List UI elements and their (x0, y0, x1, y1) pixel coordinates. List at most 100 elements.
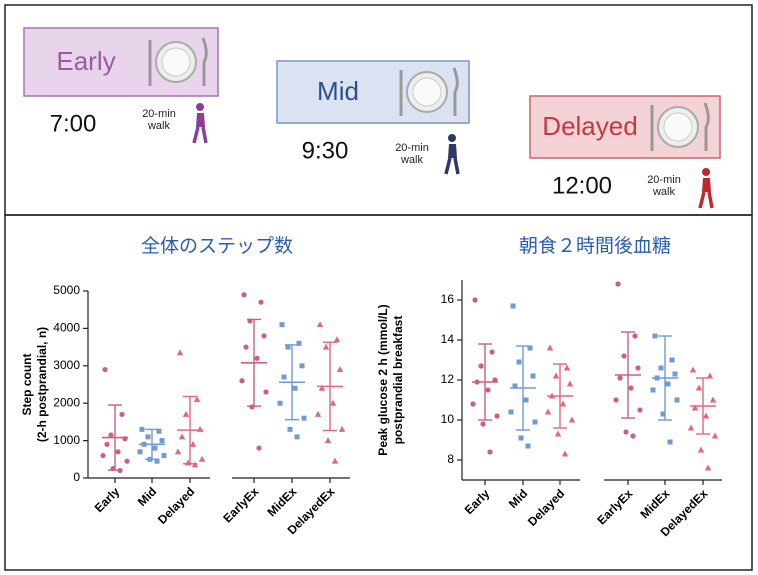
data-point (632, 333, 638, 339)
y-axis-label-line: (2-h postprandial, n) (35, 327, 49, 442)
data-point (637, 407, 643, 413)
data-point (152, 445, 158, 451)
data-point (139, 426, 145, 432)
walker-body (448, 144, 457, 158)
walker-legs (192, 126, 208, 144)
data-point (137, 449, 143, 455)
data-point (480, 421, 486, 427)
data-point (669, 357, 675, 363)
data-point (294, 434, 300, 440)
bottom-panel (4, 214, 753, 571)
chart-title: 朝食２時間後血糖 (519, 235, 671, 257)
data-point (695, 384, 703, 391)
meal-time: 7:00 (50, 110, 97, 137)
y-tick-label: 3000 (53, 358, 80, 372)
x-tick-label: Mid (135, 484, 160, 509)
y-tick-label: 14 (441, 332, 455, 346)
data-point (691, 404, 699, 411)
meal-time: 9:30 (302, 137, 349, 164)
data-point (563, 364, 571, 371)
knife (452, 67, 459, 116)
data-point (263, 389, 269, 395)
data-point (124, 458, 130, 464)
data-point (635, 365, 641, 371)
data-point (331, 457, 339, 464)
data-point (478, 363, 484, 369)
meal-time: 12:00 (552, 172, 612, 199)
data-point (665, 381, 671, 387)
x-tick-label: Early (462, 486, 493, 517)
y-axis-label-line: postprandial breakfast (391, 316, 405, 445)
y-tick-label: 8 (447, 452, 454, 466)
meal-label: Mid (317, 76, 359, 106)
x-tick-label: Early (92, 484, 123, 515)
data-point (630, 433, 636, 439)
data-point (489, 349, 495, 355)
data-point (628, 385, 634, 391)
data-point (258, 299, 264, 305)
data-point (706, 372, 714, 379)
data-point (697, 446, 705, 453)
data-point (516, 359, 522, 365)
data-point (299, 363, 305, 369)
data-point (546, 344, 554, 351)
walk-label: 20-min walk (647, 174, 681, 198)
data-point (687, 424, 695, 431)
data-point (108, 432, 114, 438)
data-point (689, 366, 697, 373)
data-point (650, 387, 656, 393)
data-point (119, 411, 125, 418)
data-point (530, 373, 536, 379)
data-point (552, 372, 560, 379)
data-point (561, 450, 569, 457)
data-point (333, 336, 341, 343)
x-tick-label: EarlyEx (220, 484, 261, 525)
data-point (279, 322, 285, 328)
data-point (176, 349, 184, 356)
data-point (613, 397, 619, 403)
data-point (544, 408, 552, 415)
y-tick-label: 12 (441, 372, 455, 386)
data-point (193, 395, 201, 402)
data-point (472, 297, 478, 303)
data-point (329, 399, 337, 406)
data-point (296, 340, 302, 346)
x-tick-label: Delayed (525, 486, 567, 528)
walk-label: 20-min walk (142, 108, 176, 132)
data-point (559, 400, 567, 407)
y-tick-label: 10 (441, 412, 455, 426)
x-tick-label: Mid (506, 486, 531, 511)
chart-title: 全体のステップ数 (141, 235, 293, 257)
data-point (494, 413, 500, 419)
data-point (314, 410, 322, 417)
knife (703, 102, 710, 151)
data-point (287, 426, 293, 432)
data-point (660, 411, 666, 417)
plate-inner (663, 112, 693, 142)
data-point (100, 452, 106, 459)
data-point (322, 343, 330, 350)
data-point (102, 366, 108, 373)
data-point (525, 443, 531, 449)
data-point (512, 383, 518, 389)
walker-head (196, 103, 204, 111)
data-point (667, 439, 673, 445)
data-point (615, 281, 621, 287)
walker-icon (698, 168, 714, 209)
data-point (711, 432, 719, 439)
data-point (336, 366, 344, 373)
data-point (159, 438, 165, 444)
data-point (174, 448, 182, 455)
data-point (239, 378, 245, 384)
walker-legs (698, 191, 714, 209)
y-axis-label: Step count(2-h postprandial, n) (20, 327, 49, 442)
y-tick-label: 1000 (53, 433, 80, 447)
walker-body (196, 113, 205, 127)
knife (201, 37, 208, 86)
data-point (702, 412, 710, 419)
data-point (709, 396, 717, 403)
data-point (672, 371, 678, 377)
data-point (261, 333, 267, 339)
y-axis-label: Peak glucose 2 h (mmol/L)postprandial br… (376, 304, 405, 455)
